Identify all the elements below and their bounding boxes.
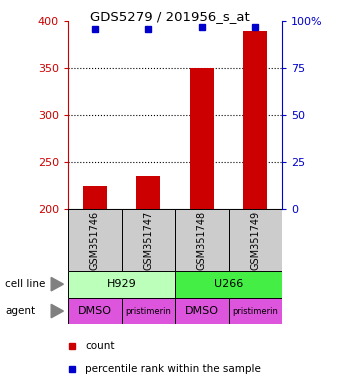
Text: agent: agent [5, 306, 35, 316]
FancyBboxPatch shape [175, 209, 228, 271]
FancyBboxPatch shape [68, 271, 175, 298]
FancyBboxPatch shape [175, 298, 228, 324]
Text: pristimerin: pristimerin [125, 306, 171, 316]
Bar [243, 31, 268, 209]
FancyBboxPatch shape [228, 298, 282, 324]
Text: pristimerin: pristimerin [233, 306, 278, 316]
Text: GSM351748: GSM351748 [197, 210, 207, 270]
Bar [83, 186, 107, 209]
Polygon shape [51, 277, 63, 291]
Bar [136, 176, 160, 209]
FancyBboxPatch shape [121, 298, 175, 324]
Text: GSM351747: GSM351747 [143, 210, 153, 270]
FancyBboxPatch shape [68, 298, 121, 324]
Text: percentile rank within the sample: percentile rank within the sample [85, 364, 261, 374]
Text: DMSO: DMSO [78, 306, 112, 316]
FancyBboxPatch shape [121, 209, 175, 271]
Text: count: count [85, 341, 115, 351]
FancyBboxPatch shape [68, 209, 121, 271]
Bar [190, 68, 214, 209]
FancyBboxPatch shape [175, 271, 282, 298]
Polygon shape [51, 304, 63, 318]
Text: U266: U266 [214, 279, 243, 289]
FancyBboxPatch shape [228, 209, 282, 271]
Text: DMSO: DMSO [185, 306, 219, 316]
Text: cell line: cell line [5, 279, 46, 289]
Text: H929: H929 [107, 279, 136, 289]
Text: GSM351746: GSM351746 [90, 210, 100, 270]
Text: GDS5279 / 201956_s_at: GDS5279 / 201956_s_at [90, 10, 250, 23]
Text: GSM351749: GSM351749 [251, 210, 260, 270]
